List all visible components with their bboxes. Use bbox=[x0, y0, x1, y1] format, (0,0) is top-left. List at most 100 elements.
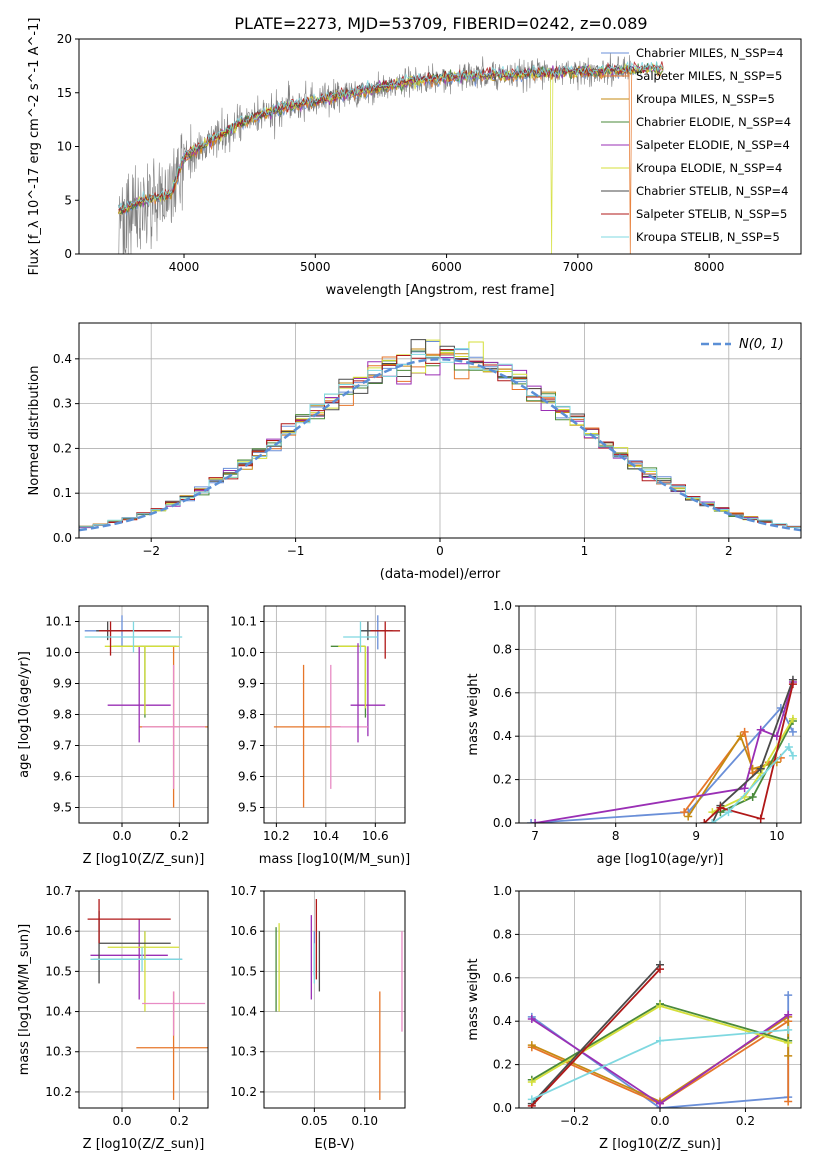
axes-frame bbox=[78, 890, 209, 1109]
mass-weight-marker bbox=[708, 819, 717, 823]
mass-weight-line bbox=[531, 968, 661, 1107]
y-tick-label: 9.9 bbox=[238, 677, 257, 691]
x-axis-label: Z [log10(Z/Z_sun)] bbox=[83, 852, 205, 867]
x-tick-label: 2 bbox=[725, 544, 733, 558]
legend-entry: Kroupa ELODIE, N_SSP=4 bbox=[636, 161, 782, 175]
mass-weight-marker bbox=[788, 714, 797, 723]
x-tick-label: 0.2 bbox=[736, 1114, 755, 1128]
mass-weight-marker bbox=[756, 764, 765, 773]
y-tick-label: 10.0 bbox=[45, 646, 72, 660]
y-tick-label: 0.0 bbox=[493, 816, 512, 830]
y-tick-label: 0.4 bbox=[493, 729, 512, 743]
y-tick-label: 0.2 bbox=[493, 773, 512, 787]
mass-weight-marker bbox=[527, 1095, 536, 1104]
y-tick-label: 0.4 bbox=[53, 352, 72, 366]
x-tick-label: 10.6 bbox=[362, 829, 389, 843]
mass-weight-vs-age-panel: 7 8 9 10 0.0 0.2 0.4 0.6 0.8 1.0 age [log10(age/yr… bbox=[466, 599, 802, 867]
x-axis-label: E(B-V) bbox=[314, 1137, 354, 1152]
x-axis-label: wavelength [Angstrom, rest frame] bbox=[326, 283, 555, 298]
y-tick-label: 9.6 bbox=[53, 770, 72, 784]
y-tick-label: 9.6 bbox=[238, 770, 257, 784]
spectrum-panel: 4000 5000 6000 7000 8000 0 5 10 15 20 wavelength [… bbox=[27, 18, 802, 298]
legend-entry: Chabrier ELODIE, N_SSP=4 bbox=[636, 115, 791, 129]
x-tick-label: 10.4 bbox=[312, 829, 339, 843]
x-axis-label: mass [log10(M/M_sun)] bbox=[259, 852, 411, 867]
x-tick-label: −2 bbox=[142, 544, 160, 558]
x-axis-label: Z [log10(Z/Z_sun)] bbox=[83, 1137, 205, 1152]
mass-weight-marker bbox=[680, 808, 689, 817]
mass-weight-marker bbox=[784, 1051, 793, 1060]
legend-entry: Kroupa MILES, N_SSP=5 bbox=[636, 92, 775, 106]
y-tick-label: 0.8 bbox=[493, 642, 512, 656]
plot-area bbox=[79, 339, 801, 532]
mass-weight-marker bbox=[788, 751, 797, 760]
mass-weight-marker bbox=[656, 1036, 664, 1045]
x-tick-label: 0.10 bbox=[351, 1114, 378, 1128]
residual-histogram bbox=[79, 349, 801, 528]
mass-weight-marker bbox=[772, 732, 781, 741]
y-tick-label: 10.5 bbox=[45, 964, 72, 978]
x-tick-label: 5000 bbox=[300, 260, 331, 274]
mass-vs-ebv-panel: 0.05 0.10 10.2 10.3 10.4 10.5 10.6 10.7 E(B-V) bbox=[230, 884, 406, 1152]
age-vs-metallicity-panel: 0.0 0.2 9.5 9.6 9.7 9.8 9.9 10.0 10.1 Z [log10(Z/… bbox=[17, 605, 209, 867]
x-tick-label: 8 bbox=[612, 829, 620, 843]
axes-frame bbox=[518, 890, 802, 1109]
x-tick-label: 10 bbox=[769, 829, 784, 843]
y-tick-label: 9.9 bbox=[53, 677, 72, 691]
model-spectrum-line bbox=[118, 60, 664, 211]
mass-weight-marker bbox=[784, 1025, 793, 1034]
y-tick-label: 0.8 bbox=[493, 927, 512, 941]
y-axis-label: Normed distribution bbox=[27, 366, 42, 496]
y-tick-label: 10 bbox=[57, 140, 72, 154]
y-tick-label: 10.3 bbox=[45, 1045, 72, 1059]
mass-weight-line bbox=[711, 745, 794, 823]
legend-entry: Chabrier MILES, N_SSP=4 bbox=[636, 46, 783, 60]
y-axis-label: age [log10(age/yr)] bbox=[17, 651, 32, 778]
plot-area bbox=[527, 960, 793, 1108]
y-tick-label: 9.8 bbox=[238, 708, 257, 722]
y-tick-label: 20 bbox=[57, 32, 72, 46]
mass-weight-marker bbox=[788, 680, 797, 689]
mass-weight-marker bbox=[700, 819, 709, 823]
mass-weight-marker bbox=[784, 743, 793, 752]
mass-weight-marker bbox=[684, 812, 693, 821]
x-axis-label: Z [log10(Z/Z_sun)] bbox=[599, 1137, 721, 1152]
plot-area bbox=[118, 53, 664, 254]
residuals-panel: −2 −1 0 1 2 0.0 0.1 0.2 0.3 0.4 (data-model)/error… bbox=[27, 322, 802, 582]
x-tick-label: 0.05 bbox=[301, 1114, 328, 1128]
mass-vs-metallicity-panel: 0.0 0.2 10.2 10.3 10.4 10.5 10.6 10.7 Z [log10(Z… bbox=[17, 884, 209, 1152]
y-tick-label: 0.1 bbox=[53, 486, 72, 500]
x-tick-label: 0.2 bbox=[170, 829, 189, 843]
mass-weight-marker bbox=[756, 725, 765, 734]
x-tick-label: 8000 bbox=[694, 260, 725, 274]
y-tick-label: 10.3 bbox=[230, 1045, 257, 1059]
y-tick-label: 10.6 bbox=[230, 924, 257, 938]
y-tick-label: 10.2 bbox=[45, 1085, 72, 1099]
y-tick-label: 10.0 bbox=[230, 646, 257, 660]
mass-weight-line bbox=[531, 1019, 790, 1105]
mass-weight-marker bbox=[748, 792, 757, 801]
age-vs-mass-panel: 10.2 10.4 10.6 9.5 9.6 9.7 9.8 9.9 10.0 10.1 mass … bbox=[230, 605, 411, 867]
y-tick-label: 0.2 bbox=[493, 1058, 512, 1072]
y-tick-label: 9.7 bbox=[238, 739, 257, 753]
x-tick-label: 0.2 bbox=[170, 1114, 189, 1128]
y-tick-label: 0.4 bbox=[493, 1014, 512, 1028]
mass-weight-marker bbox=[788, 727, 797, 736]
x-tick-label: 10.2 bbox=[263, 829, 290, 843]
legend-entry: Salpeter STELIB, N_SSP=5 bbox=[636, 207, 787, 221]
y-axis-label: mass [log10(M/M_sun)] bbox=[17, 924, 32, 1076]
y-tick-label: 10.6 bbox=[45, 924, 72, 938]
x-tick-label: 0.0 bbox=[112, 1114, 131, 1128]
plot-area bbox=[527, 675, 797, 823]
mass-weight-marker bbox=[527, 1015, 536, 1024]
y-tick-label: 10.7 bbox=[230, 884, 257, 898]
mass-weight-marker bbox=[740, 784, 749, 793]
y-tick-label: 1.0 bbox=[493, 599, 512, 613]
y-tick-label: 0 bbox=[64, 247, 72, 261]
x-tick-label: 1 bbox=[581, 544, 589, 558]
x-tick-label: 6000 bbox=[431, 260, 462, 274]
y-tick-label: 9.8 bbox=[53, 708, 72, 722]
y-tick-label: 0.6 bbox=[493, 971, 512, 985]
mass-weight-line bbox=[531, 964, 661, 1105]
